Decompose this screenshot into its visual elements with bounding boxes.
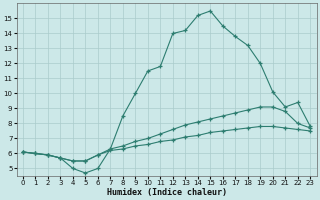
X-axis label: Humidex (Indice chaleur): Humidex (Indice chaleur) [107,188,227,197]
